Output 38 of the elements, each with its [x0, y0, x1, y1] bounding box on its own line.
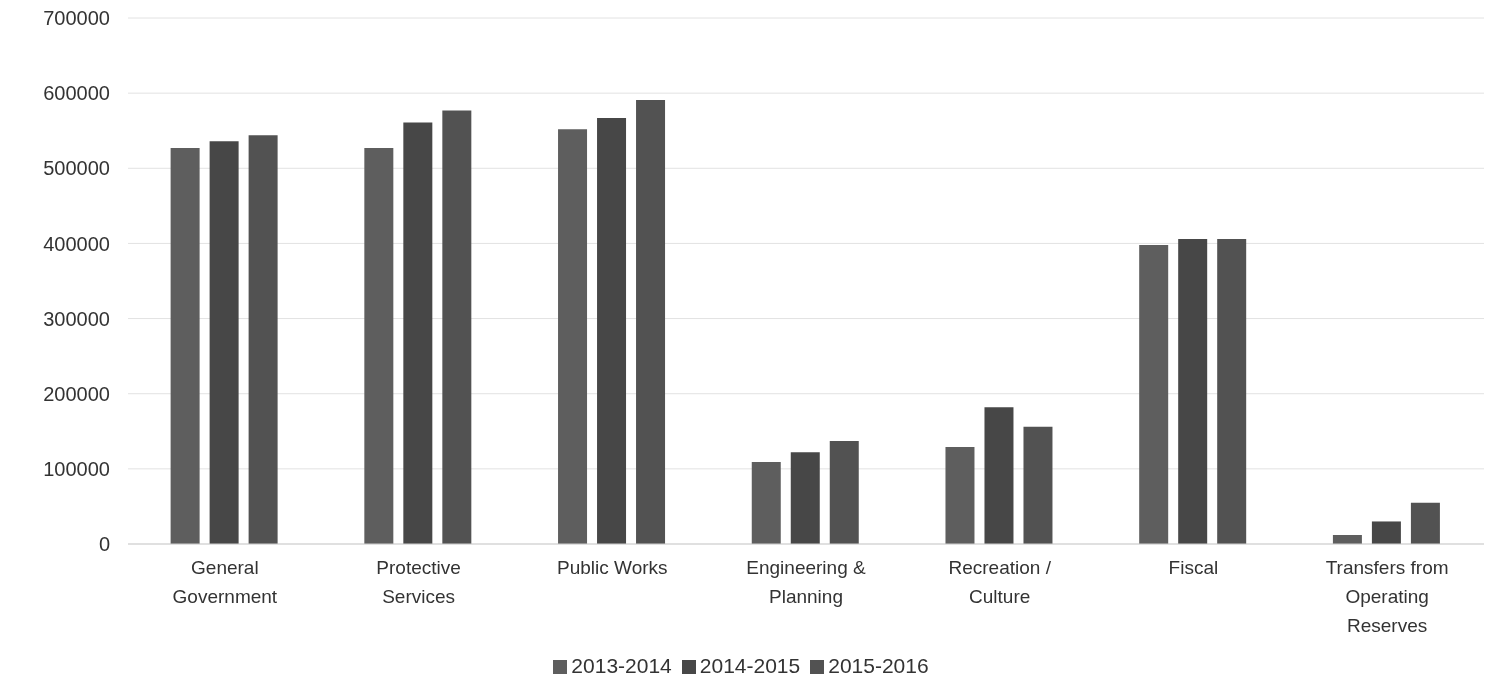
bar — [209, 141, 239, 544]
bar — [751, 462, 781, 544]
bar — [442, 110, 472, 544]
legend-label: 2014-2015 — [699, 654, 801, 677]
x-tick-label: Protective Services — [376, 557, 461, 607]
y-tick-label: 0 — [98, 533, 110, 556]
y-tick-label: 600000 — [43, 82, 110, 105]
bar — [170, 148, 200, 544]
bar — [1410, 502, 1440, 544]
bar — [984, 407, 1014, 544]
y-tick-label: 700000 — [43, 7, 110, 30]
bar — [558, 129, 588, 544]
x-tick-label: Public Works — [557, 557, 668, 578]
y-tick-label: 300000 — [43, 307, 110, 330]
bar — [248, 135, 278, 544]
bar — [403, 122, 433, 544]
bar — [597, 117, 627, 544]
bar — [1217, 238, 1247, 544]
bar — [636, 99, 666, 544]
bar — [364, 148, 394, 544]
x-tick-label: Engineering & Planning — [746, 557, 866, 607]
bar — [829, 441, 859, 544]
bar — [1023, 426, 1053, 544]
bar — [945, 447, 975, 544]
x-tick-label: Fiscal — [1168, 557, 1219, 578]
bar — [1139, 244, 1169, 544]
y-tick-label: 200000 — [43, 382, 110, 405]
bar — [1371, 521, 1401, 544]
x-tick-label: Recreation / Culture — [948, 557, 1052, 607]
x-tick-label: General Government — [172, 557, 278, 607]
x-tick-label: Transfers from Operating Reserves — [1325, 557, 1449, 636]
bar — [1178, 238, 1208, 544]
y-tick-label: 500000 — [43, 157, 110, 180]
y-tick-label: 400000 — [43, 232, 110, 255]
legend-label: 2015-2016 — [828, 654, 929, 677]
legend-label: 2013-2014 — [571, 654, 672, 677]
y-tick-label: 100000 — [43, 457, 110, 480]
bar — [790, 452, 820, 544]
